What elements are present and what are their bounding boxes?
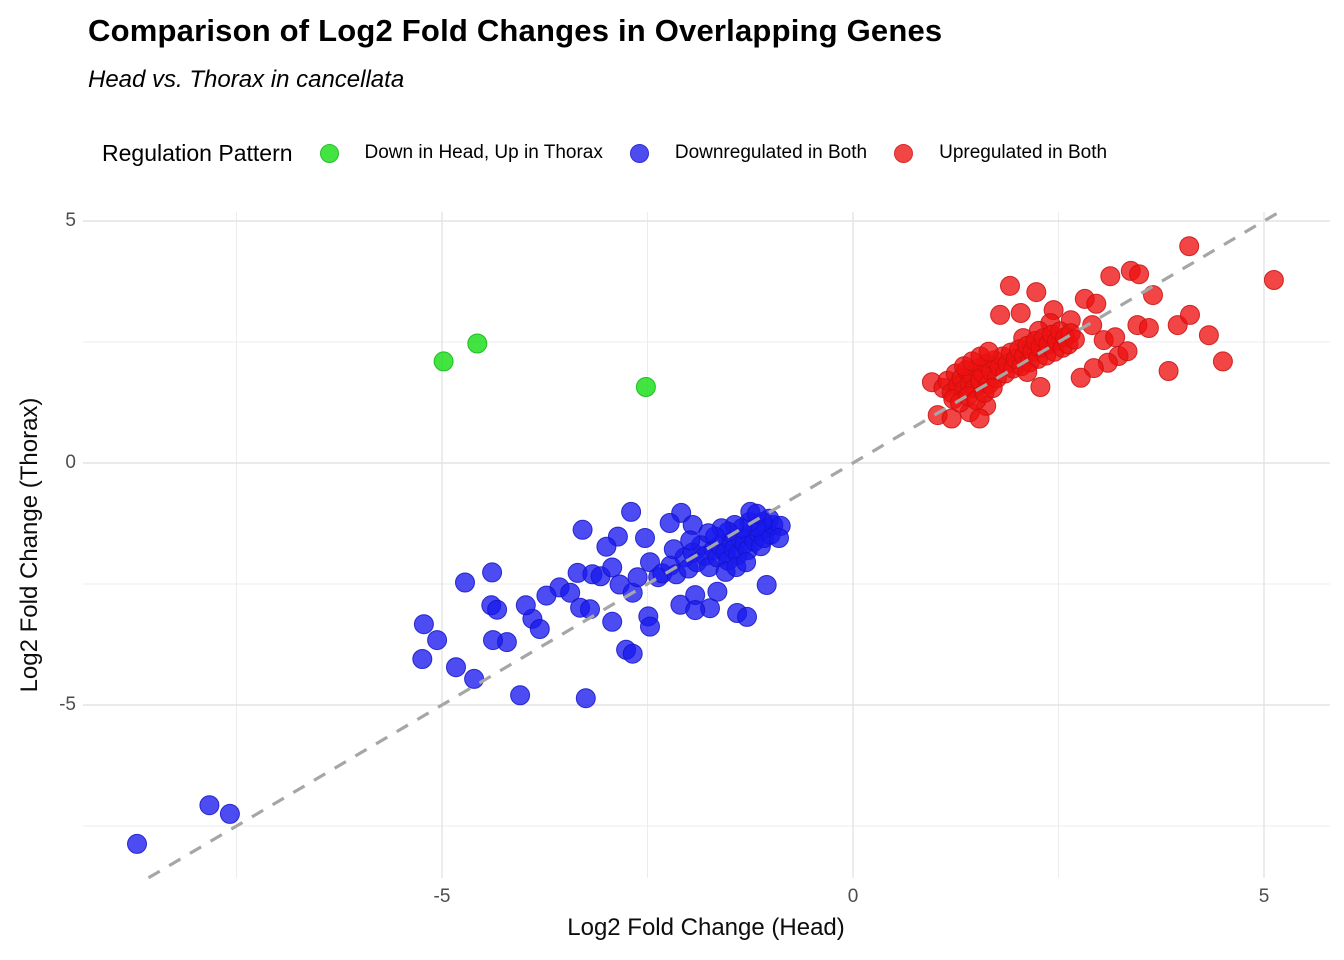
data-point bbox=[737, 606, 757, 627]
series-upregulated-in-both bbox=[921, 236, 1284, 429]
data-point bbox=[990, 304, 1011, 325]
red-dot-icon bbox=[894, 143, 914, 163]
data-point bbox=[1158, 361, 1179, 381]
data-point bbox=[707, 581, 728, 602]
data-point bbox=[433, 351, 454, 372]
data-point bbox=[969, 408, 990, 429]
data-point bbox=[467, 333, 488, 354]
legend-item-upregulated-both: Upregulated in Both bbox=[894, 142, 1107, 164]
data-point bbox=[1100, 266, 1121, 287]
legend-label: Down in Head, Up in Thorax bbox=[364, 142, 603, 163]
data-point bbox=[510, 685, 531, 706]
data-point bbox=[464, 668, 485, 689]
x-tick-label: -5 bbox=[433, 886, 451, 907]
data-point bbox=[1082, 315, 1103, 336]
legend-item-downregulated-both: Downregulated in Both bbox=[629, 142, 868, 164]
data-point bbox=[756, 575, 777, 595]
y-tick-label: 5 bbox=[65, 210, 76, 231]
data-point bbox=[529, 619, 550, 639]
data-point bbox=[602, 611, 623, 632]
data-point bbox=[487, 599, 508, 620]
y-axis-title: Log2 Fold Change (Thorax) bbox=[16, 397, 43, 693]
data-point bbox=[1212, 351, 1233, 372]
data-point bbox=[1030, 377, 1051, 397]
data-point bbox=[446, 657, 466, 678]
data-point bbox=[1000, 275, 1020, 296]
data-point bbox=[769, 528, 789, 548]
data-point bbox=[1064, 329, 1085, 350]
x-tick-label: 5 bbox=[1258, 886, 1270, 907]
data-point bbox=[978, 341, 999, 362]
data-point bbox=[635, 528, 655, 548]
chart-subtitle: Head vs. Thorax in cancellata bbox=[88, 66, 405, 93]
data-point bbox=[1179, 236, 1200, 257]
data-point bbox=[1198, 325, 1219, 346]
data-point bbox=[622, 643, 643, 664]
series-downregulated-in-both bbox=[127, 501, 791, 854]
legend: Regulation Pattern Down in Head, Up in T… bbox=[102, 138, 1134, 168]
data-point bbox=[1026, 282, 1047, 303]
data-point bbox=[1105, 327, 1126, 348]
data-point bbox=[575, 688, 596, 709]
data-point bbox=[580, 599, 600, 620]
data-point bbox=[1138, 318, 1159, 338]
data-point bbox=[412, 649, 433, 669]
data-point bbox=[483, 630, 503, 651]
blue-dot-icon bbox=[629, 143, 649, 163]
x-axis-title: Log2 Fold Change (Head) bbox=[567, 914, 845, 941]
data-point bbox=[602, 557, 623, 578]
y-tick-label: 0 bbox=[65, 452, 76, 473]
data-point bbox=[635, 377, 656, 397]
data-point bbox=[560, 582, 581, 603]
data-point bbox=[455, 572, 475, 593]
data-point bbox=[127, 833, 147, 854]
data-point bbox=[698, 523, 719, 544]
y-tick-label: -5 bbox=[59, 694, 76, 715]
data-point bbox=[219, 803, 240, 824]
legend-label: Downregulated in Both bbox=[674, 142, 868, 163]
data-point bbox=[659, 513, 680, 533]
series-down-in-head-up-in-thorax bbox=[433, 333, 656, 397]
data-point bbox=[1070, 367, 1091, 388]
data-point bbox=[685, 600, 706, 621]
data-point bbox=[427, 630, 448, 651]
data-point bbox=[746, 503, 767, 524]
data-point bbox=[680, 530, 701, 551]
data-point bbox=[1180, 304, 1200, 325]
major-gridlines bbox=[83, 212, 1330, 878]
data-point bbox=[941, 408, 962, 429]
data-point bbox=[1017, 362, 1038, 382]
data-point bbox=[596, 536, 617, 557]
x-tick-label: 0 bbox=[847, 886, 859, 907]
data-point bbox=[1129, 264, 1150, 285]
data-point bbox=[515, 595, 536, 616]
data-point bbox=[413, 614, 434, 635]
data-point bbox=[1263, 270, 1284, 290]
data-point bbox=[627, 567, 648, 588]
legend-label: Upregulated in Both bbox=[939, 142, 1108, 163]
data-point bbox=[736, 552, 757, 573]
data-point bbox=[572, 519, 593, 540]
data-point bbox=[1010, 303, 1031, 323]
data-point bbox=[1117, 341, 1138, 362]
data-point bbox=[621, 501, 642, 522]
data-point bbox=[199, 795, 220, 816]
data-point bbox=[1086, 293, 1107, 314]
data-point bbox=[640, 616, 660, 637]
legend-item-down-head-up-thorax: Down in Head, Up in Thorax bbox=[319, 142, 603, 164]
legend-title: Regulation Pattern bbox=[102, 139, 293, 166]
data-point bbox=[982, 378, 1003, 398]
data-point bbox=[482, 562, 503, 583]
data-point bbox=[536, 585, 557, 606]
chart-title: Comparison of Log2 Fold Changes in Overl… bbox=[88, 13, 943, 48]
green-dot-icon bbox=[319, 143, 339, 163]
identity-line bbox=[147, 210, 1281, 880]
